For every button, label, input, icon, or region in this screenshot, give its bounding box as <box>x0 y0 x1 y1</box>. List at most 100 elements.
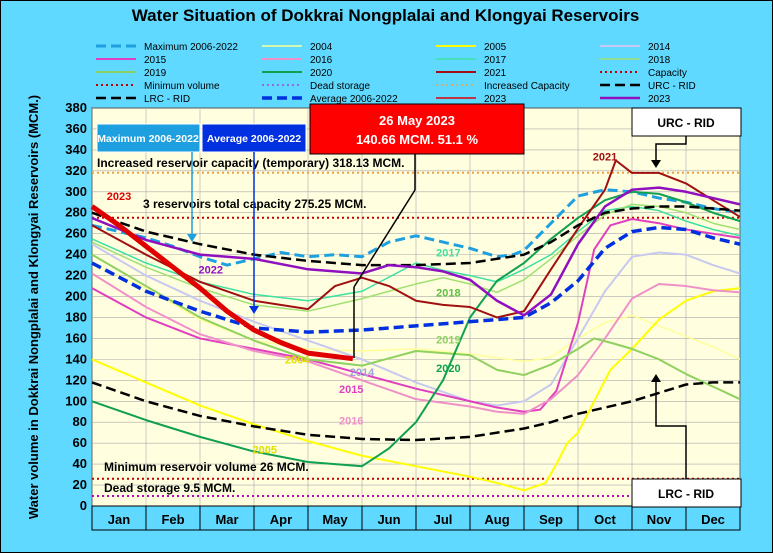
series-line-8 <box>91 253 741 401</box>
y-tick-label: 300 <box>65 184 87 199</box>
series-line-4 <box>91 218 741 413</box>
month-label-dec: Dec <box>701 512 725 527</box>
legend-label-8: 2019 <box>144 68 167 79</box>
urc-label: URC - RID <box>657 116 715 130</box>
y-tick-label: 240 <box>65 247 87 262</box>
legend-label-18: 2023 <box>484 94 507 105</box>
y-tick-label: 80 <box>73 414 87 429</box>
callout-value: 140.66 MCM. 51.1 % <box>356 132 479 147</box>
series-line-10 <box>91 159 741 319</box>
callout-leader-2 <box>353 189 416 288</box>
month-label-sep: Sep <box>539 512 563 527</box>
month-label-mar: Mar <box>215 512 238 527</box>
series-line-12 <box>91 381 740 442</box>
year-label-3: 2018 <box>436 288 460 300</box>
series-line-15 <box>90 204 354 362</box>
y-tick-label: 20 <box>73 477 87 492</box>
legend-label-2: 2005 <box>484 42 507 53</box>
y-tick-label: 200 <box>65 289 87 304</box>
year-label-2: 2017 <box>436 248 460 260</box>
month-label-aug: Aug <box>484 512 509 527</box>
year-label-4: 2019 <box>436 335 460 347</box>
chart-title: Water Situation of Dokkrai Nongplalai an… <box>131 6 640 25</box>
year-labels: 2023 2022 2017 2018 2019 2020 2004 2014 2015 2016… <box>107 151 617 456</box>
y-ticks: 0 20 40 60 80 100 120 140 160 180 200 220 240 260 280 3… <box>65 100 87 513</box>
avg-label-arrowhead <box>249 306 259 314</box>
legend-label-7: 2018 <box>648 55 671 66</box>
month-label-feb: Feb <box>161 512 184 527</box>
urc-arrowhead <box>651 160 661 168</box>
month-labels: Jan Feb Mar Apr May Jun Jul Aug Sep Oct Nov Dec <box>91 505 741 531</box>
y-tick-label: 60 <box>73 435 87 450</box>
legend-label-0: Maximum 2006-2022 <box>144 42 238 53</box>
year-label-0: 2023 <box>107 191 131 203</box>
legend-label-11: Capacity <box>648 68 687 79</box>
avg-label-box <box>201 123 307 153</box>
month-label-oct: Oct <box>594 512 616 527</box>
y-tick-label: 40 <box>73 456 87 471</box>
month-label-jun: Jun <box>377 512 400 527</box>
legend-label-1: 2004 <box>310 42 333 53</box>
y-tick-label: 100 <box>65 393 87 408</box>
legend-label-9: 2020 <box>310 68 333 79</box>
y-tick-label: 320 <box>65 163 87 178</box>
max-label: Maximum 2006-2022 <box>97 133 199 145</box>
legend-label-3: 2014 <box>648 42 671 53</box>
y-tick-label: 340 <box>65 142 87 157</box>
series-line-14 <box>91 186 741 317</box>
y-axis-label: Water volume in Dokkrai Nongplalai and K… <box>26 95 41 519</box>
y-tick-label: 180 <box>65 309 87 324</box>
urc-leader <box>655 136 687 162</box>
y-tick-label: 380 <box>65 100 87 115</box>
year-label-10: 2005 <box>253 445 277 457</box>
y-tick-label: 260 <box>65 226 87 241</box>
legend-label-6: 2017 <box>484 55 507 66</box>
legend: Maximum 2006-2022 2004 2005 2014 2015 2016 201… <box>96 42 696 105</box>
legend-label-4: 2015 <box>144 55 167 66</box>
year-label-8: 2015 <box>339 384 363 396</box>
y-tick-label: 0 <box>80 498 87 513</box>
y-tick-label: 360 <box>65 121 87 136</box>
lrc-arrowhead <box>651 374 661 382</box>
legend-label-19: 2023 <box>648 94 671 105</box>
series-line-11 <box>91 205 741 267</box>
month-label-jul: Jul <box>434 512 453 527</box>
year-label-9: 2016 <box>339 415 363 427</box>
y-tick-label: 220 <box>65 268 87 283</box>
lrc-leader <box>655 380 687 479</box>
y-tick-label: 280 <box>65 205 87 220</box>
year-label-7: 2014 <box>350 367 375 379</box>
minimum-volume-text: Minimum reservoir volume 26 MCM. <box>104 460 309 474</box>
y-tick-label: 120 <box>65 372 87 387</box>
y-tick-label: 160 <box>65 330 87 345</box>
increased-capacity-text: Increased reservoir capacity (temporary)… <box>97 156 404 170</box>
dead-storage-text: Dead storage 9.5 MCM. <box>104 481 235 495</box>
y-tick-label: 140 <box>65 351 87 366</box>
legend-label-5: 2016 <box>310 55 333 66</box>
lrc-label: LRC - RID <box>658 487 714 501</box>
avg-label: Average 2006-2022 <box>207 133 301 145</box>
lrc-label-box <box>631 478 742 508</box>
legend-label-12: Minimum volume <box>144 81 220 92</box>
month-label-jan: Jan <box>108 512 130 527</box>
year-label-6: 2004 <box>285 355 310 367</box>
series-line-3 <box>91 243 741 407</box>
series-line-5 <box>91 272 741 415</box>
year-label-1: 2022 <box>199 264 223 276</box>
legend-label-14: Increased Capacity <box>484 81 570 92</box>
legend-label-10: 2021 <box>484 68 507 79</box>
month-label-nov: Nov <box>647 512 672 527</box>
max-label-box <box>96 123 201 153</box>
series-line-13 <box>91 225 741 334</box>
legend-label-17: Average 2006-2022 <box>310 94 398 105</box>
month-label-apr: Apr <box>270 512 292 527</box>
month-label-may: May <box>322 512 348 527</box>
series-line-9 <box>91 190 741 468</box>
legend-label-13: Dead storage <box>310 81 370 92</box>
year-label-5: 2020 <box>436 363 460 375</box>
legend-label-15: URC - RID <box>648 81 696 92</box>
max-label-arrowhead <box>187 234 197 242</box>
year-label-11: 2021 <box>593 151 617 163</box>
legend-label-16: LRC - RID <box>144 94 190 105</box>
